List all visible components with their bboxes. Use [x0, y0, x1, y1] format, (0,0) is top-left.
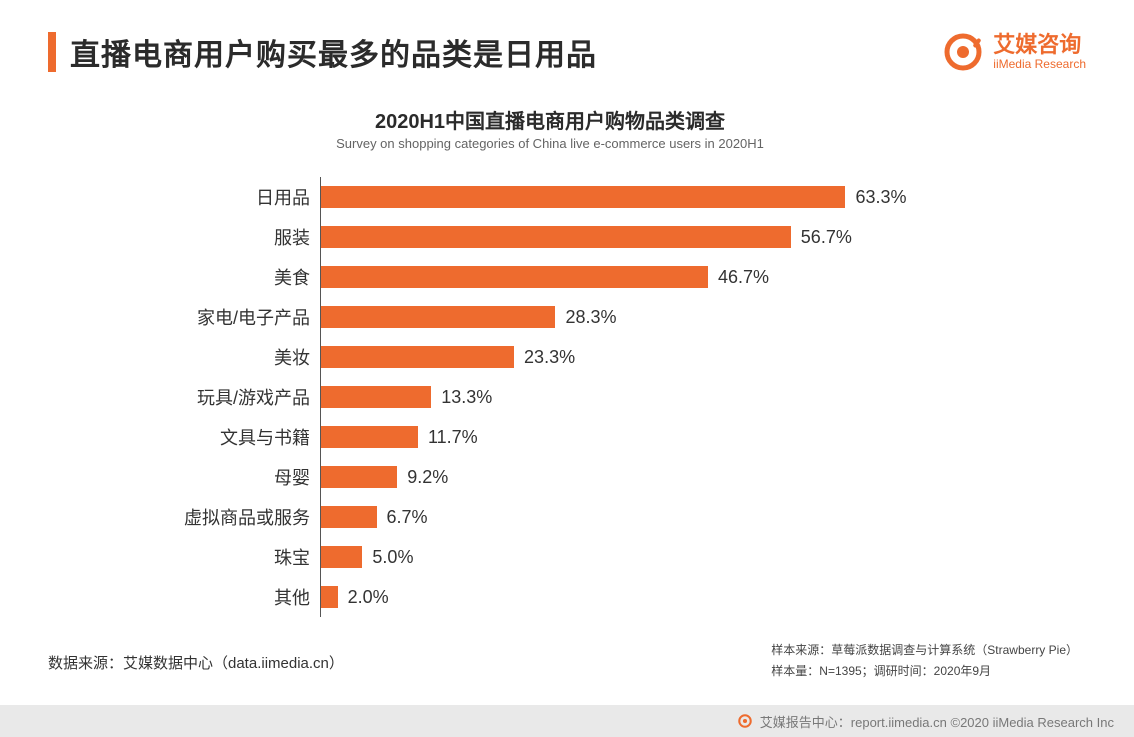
value-label: 23.3%: [524, 347, 575, 368]
sample-meta: 样本来源：草莓派数据调查与计算系统（Strawberry Pie） 样本量：N=…: [771, 640, 1078, 683]
value-label: 11.7%: [428, 427, 478, 448]
category-label: 日用品: [120, 184, 320, 210]
bar-row: 珠宝 5.0%: [120, 537, 980, 577]
bar-track: 11.7%: [321, 426, 980, 448]
logo-icon: [941, 30, 985, 74]
bar-track: 46.7%: [321, 266, 980, 288]
category-label: 珠宝: [120, 544, 320, 570]
chart-title-en: Survey on shopping categories of China l…: [120, 136, 980, 151]
bar: [321, 226, 791, 248]
bar-row: 服装 56.7%: [120, 217, 980, 257]
bar-chart: 日用品 63.3% 服装 56.7% 美食 46.7% 家电/电子产品 28.3% 美妆 23.3…: [120, 177, 980, 617]
bar: [321, 506, 377, 528]
footer-logo-icon: [736, 712, 754, 730]
chart-area: 2020H1中国直播电商用户购物品类调查 Survey on shopping …: [120, 105, 980, 617]
bar: [321, 466, 397, 488]
bar-row: 日用品 63.3%: [120, 177, 980, 217]
category-label: 美食: [120, 264, 320, 290]
bar-row: 美食 46.7%: [120, 257, 980, 297]
value-label: 5.0%: [372, 547, 413, 568]
bar-track: 13.3%: [321, 386, 980, 408]
logo-text-cn: 艾媒咨询: [993, 33, 1086, 57]
bar-track: 6.7%: [321, 506, 980, 528]
title-wrap: 直播电商用户购买最多的品类是日用品: [48, 30, 597, 74]
bar: [321, 546, 362, 568]
footer-bar: 艾媒报告中心：report.iimedia.cn ©2020 iiMedia R…: [0, 705, 1134, 737]
category-label: 母婴: [120, 464, 320, 490]
category-label: 文具与书籍: [120, 424, 320, 450]
category-label: 家电/电子产品: [120, 304, 320, 330]
bar: [321, 266, 708, 288]
value-label: 46.7%: [718, 267, 769, 288]
bar-track: 28.3%: [321, 306, 980, 328]
category-label: 美妆: [120, 344, 320, 370]
category-label: 其他: [120, 584, 320, 610]
footer-text: 艾媒报告中心：report.iimedia.cn ©2020 iiMedia R…: [760, 712, 1114, 731]
logo-text-en: iiMedia Research: [993, 58, 1086, 71]
value-label: 63.3%: [855, 187, 906, 208]
bar-row: 其他 2.0%: [120, 577, 980, 617]
page-title: 直播电商用户购买最多的品类是日用品: [70, 30, 597, 74]
category-label: 玩具/游戏产品: [120, 384, 320, 410]
category-label: 服装: [120, 224, 320, 250]
value-label: 6.7%: [387, 507, 428, 528]
bar-row: 母婴 9.2%: [120, 457, 980, 497]
sample-source-line: 样本来源：草莓派数据调查与计算系统（Strawberry Pie）: [771, 640, 1078, 662]
bar-row: 美妆 23.3%: [120, 337, 980, 377]
bar: [321, 586, 338, 608]
bar-track: 63.3%: [321, 186, 980, 208]
bar-row: 虚拟商品或服务 6.7%: [120, 497, 980, 537]
chart-title-cn: 2020H1中国直播电商用户购物品类调查: [120, 105, 980, 134]
value-label: 13.3%: [441, 387, 492, 408]
bar: [321, 306, 555, 328]
bar: [321, 386, 431, 408]
bar-track: 5.0%: [321, 546, 980, 568]
bar: [321, 346, 514, 368]
value-label: 9.2%: [407, 467, 448, 488]
bar: [321, 186, 845, 208]
value-label: 28.3%: [565, 307, 616, 328]
bar-row: 玩具/游戏产品 13.3%: [120, 377, 980, 417]
sample-size-line: 样本量：N=1395；调研时间：2020年9月: [771, 661, 1078, 683]
bar-track: 2.0%: [321, 586, 980, 608]
brand-logo: 艾媒咨询 iiMedia Research: [941, 30, 1086, 74]
accent-bar: [48, 32, 56, 72]
bar-track: 9.2%: [321, 466, 980, 488]
bar-track: 56.7%: [321, 226, 980, 248]
bar-track: 23.3%: [321, 346, 980, 368]
bar-row: 文具与书籍 11.7%: [120, 417, 980, 457]
bar: [321, 426, 418, 448]
data-source-note: 数据来源：艾媒数据中心（data.iimedia.cn）: [48, 652, 344, 673]
value-label: 56.7%: [801, 227, 852, 248]
value-label: 2.0%: [348, 587, 389, 608]
bar-row: 家电/电子产品 28.3%: [120, 297, 980, 337]
category-label: 虚拟商品或服务: [120, 504, 320, 530]
